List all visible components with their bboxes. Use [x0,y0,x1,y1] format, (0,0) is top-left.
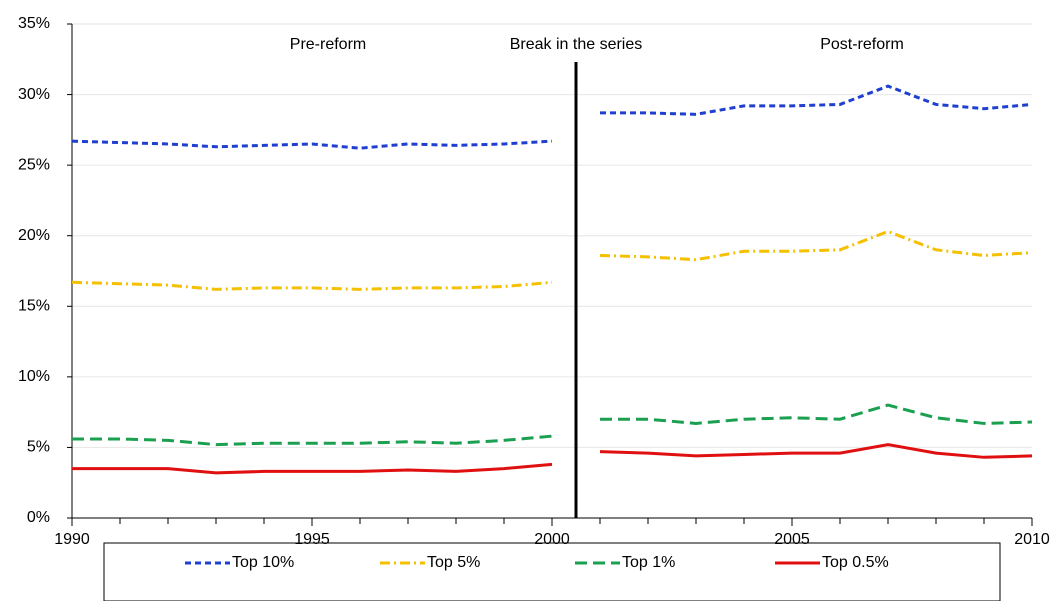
x-tick-label: 2005 [774,531,810,548]
y-tick-label: 0% [27,509,50,526]
y-tick-label: 20% [18,227,50,244]
y-tick-label: 35% [18,15,50,32]
annotation: Pre-reform [290,36,366,53]
x-tick-label: 2010 [1014,531,1050,548]
legend-label: Top 0.5% [822,554,889,571]
series-line [600,403,1033,425]
y-tick-label: 25% [18,156,50,173]
series-line [71,139,553,150]
legend-label: Top 1% [622,554,675,571]
y-tick-label: 15% [18,298,50,315]
series-line [72,434,553,447]
annotation: Break in the series [510,36,643,53]
series-line [72,462,553,475]
x-tick-label: 1990 [54,531,90,548]
series-line [599,443,1033,459]
legend-box [103,542,1001,601]
x-tick-label: 1995 [294,531,330,548]
y-tick-label: 5% [27,439,50,456]
annotation: Post-reform [820,36,904,53]
y-tick-label: 10% [18,368,50,385]
series-line [71,280,553,291]
legend-label: Top 10% [232,554,294,571]
series-line [599,229,1033,262]
y-tick-label: 30% [18,86,50,103]
series-line [600,84,1033,116]
x-tick-label: 2000 [534,531,570,548]
legend-label: Top 5% [427,554,480,571]
